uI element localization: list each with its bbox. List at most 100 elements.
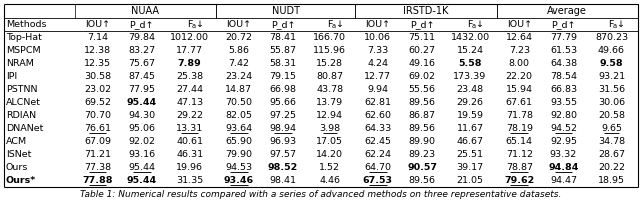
- Text: 49.66: 49.66: [598, 46, 625, 55]
- Text: 98.41: 98.41: [269, 176, 296, 185]
- Text: 97.57: 97.57: [269, 150, 296, 159]
- Text: 47.13: 47.13: [176, 98, 204, 107]
- Text: 39.17: 39.17: [456, 163, 484, 172]
- Text: 94.84: 94.84: [548, 163, 579, 172]
- Text: 95.44: 95.44: [127, 176, 157, 185]
- Text: 77.38: 77.38: [84, 163, 111, 172]
- Text: 94.53: 94.53: [225, 163, 252, 172]
- Text: a: a: [472, 22, 476, 28]
- Text: 89.23: 89.23: [408, 150, 436, 159]
- Text: 92.80: 92.80: [550, 111, 577, 120]
- Text: 93.21: 93.21: [598, 72, 625, 81]
- Text: 31.35: 31.35: [176, 176, 204, 185]
- Text: 21.05: 21.05: [456, 176, 484, 185]
- Text: 115.96: 115.96: [314, 46, 346, 55]
- Text: 89.56: 89.56: [408, 176, 436, 185]
- Text: 8.00: 8.00: [509, 59, 530, 68]
- Text: 1.52: 1.52: [319, 163, 340, 172]
- Text: 12.35: 12.35: [84, 59, 111, 68]
- Text: 12.38: 12.38: [84, 46, 111, 55]
- Text: PSTNN: PSTNN: [6, 85, 38, 94]
- Text: ISNet: ISNet: [6, 150, 31, 159]
- Text: 20.58: 20.58: [598, 111, 625, 120]
- Text: 96.93: 96.93: [269, 137, 297, 146]
- Text: IPI: IPI: [6, 72, 17, 81]
- Text: NRAM: NRAM: [6, 59, 34, 68]
- Text: 93.55: 93.55: [550, 98, 577, 107]
- Text: F: F: [609, 19, 614, 28]
- Text: 90.57: 90.57: [407, 163, 437, 172]
- Text: 55.56: 55.56: [408, 85, 436, 94]
- Text: 20.72: 20.72: [225, 33, 252, 42]
- Text: 95.06: 95.06: [128, 124, 155, 133]
- Text: 95.66: 95.66: [269, 98, 296, 107]
- Text: 49.16: 49.16: [408, 59, 436, 68]
- Text: 92.95: 92.95: [550, 137, 577, 146]
- Text: 15.94: 15.94: [506, 85, 532, 94]
- Text: Average: Average: [547, 6, 588, 16]
- Text: Ours: Ours: [6, 163, 28, 172]
- Text: 76.61: 76.61: [84, 124, 111, 133]
- Text: 43.78: 43.78: [316, 85, 344, 94]
- Text: 64.70: 64.70: [364, 163, 391, 172]
- Text: 11.67: 11.67: [456, 124, 484, 133]
- Text: 80.87: 80.87: [316, 72, 343, 81]
- Text: 77.95: 77.95: [128, 85, 155, 94]
- Text: P_d↑: P_d↑: [551, 20, 576, 29]
- Text: 78.41: 78.41: [269, 33, 296, 42]
- Text: 66.83: 66.83: [550, 85, 577, 94]
- Text: 28.67: 28.67: [598, 150, 625, 159]
- Text: ↓: ↓: [475, 19, 483, 28]
- Text: 29.22: 29.22: [176, 111, 203, 120]
- Text: 62.45: 62.45: [364, 137, 391, 146]
- Text: F: F: [327, 19, 332, 28]
- Text: 17.05: 17.05: [316, 137, 343, 146]
- Text: 82.05: 82.05: [225, 111, 252, 120]
- Text: 173.39: 173.39: [453, 72, 486, 81]
- Text: 94.47: 94.47: [550, 176, 577, 185]
- Text: 9.58: 9.58: [600, 59, 623, 68]
- Text: ACM: ACM: [6, 137, 27, 146]
- Text: 62.60: 62.60: [364, 111, 391, 120]
- Text: 9.94: 9.94: [367, 85, 388, 94]
- Text: 89.56: 89.56: [408, 124, 436, 133]
- Text: 46.67: 46.67: [456, 137, 484, 146]
- Text: 7.89: 7.89: [178, 59, 202, 68]
- Text: 12.77: 12.77: [364, 72, 391, 81]
- Text: 29.26: 29.26: [456, 98, 484, 107]
- Text: 40.61: 40.61: [176, 137, 203, 146]
- Text: 12.64: 12.64: [506, 33, 532, 42]
- Text: ↓: ↓: [195, 19, 203, 28]
- Text: 67.53: 67.53: [363, 176, 393, 185]
- Text: F: F: [467, 19, 472, 28]
- Text: 5.58: 5.58: [458, 59, 482, 68]
- Text: 30.06: 30.06: [598, 98, 625, 107]
- Text: 25.38: 25.38: [176, 72, 204, 81]
- Text: 13.31: 13.31: [176, 124, 204, 133]
- Text: 71.21: 71.21: [84, 150, 111, 159]
- Text: NUAA: NUAA: [131, 6, 159, 16]
- Text: Methods: Methods: [6, 20, 47, 29]
- Text: IOU↑: IOU↑: [507, 20, 532, 29]
- Text: 93.46: 93.46: [224, 176, 254, 185]
- Text: ALCNet: ALCNet: [6, 98, 41, 107]
- Text: 12.94: 12.94: [316, 111, 343, 120]
- Text: P_d↑: P_d↑: [410, 20, 435, 29]
- Text: 70.70: 70.70: [84, 111, 111, 120]
- Text: 5.86: 5.86: [228, 46, 250, 55]
- Text: IOU↑: IOU↑: [227, 20, 252, 29]
- Text: 70.50: 70.50: [225, 98, 252, 107]
- Text: 62.81: 62.81: [364, 98, 391, 107]
- Text: 22.20: 22.20: [506, 72, 532, 81]
- Text: 10.06: 10.06: [364, 33, 391, 42]
- Text: 1012.00: 1012.00: [170, 33, 209, 42]
- Text: 79.90: 79.90: [225, 150, 252, 159]
- Text: 78.54: 78.54: [550, 72, 577, 81]
- Text: a: a: [332, 22, 335, 28]
- Text: 77.79: 77.79: [550, 33, 577, 42]
- Text: 7.23: 7.23: [509, 46, 530, 55]
- Text: 71.12: 71.12: [506, 150, 532, 159]
- Text: 65.14: 65.14: [506, 137, 532, 146]
- Text: 25.51: 25.51: [456, 150, 484, 159]
- Text: 83.27: 83.27: [128, 46, 156, 55]
